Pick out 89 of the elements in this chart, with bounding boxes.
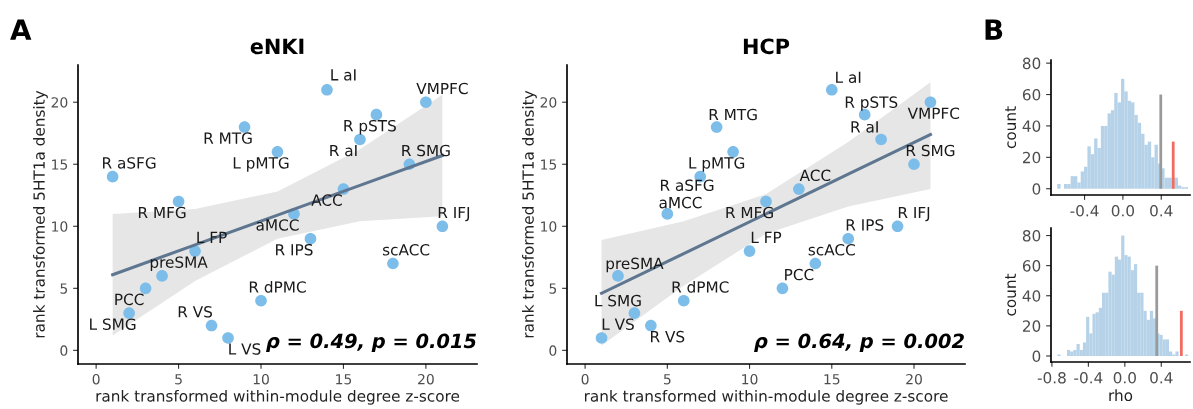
- annotation: L pMTG: [689, 157, 745, 172]
- y-tick-label: 20: [1022, 151, 1041, 164]
- x-tick-label: 5: [663, 374, 671, 385]
- x-tick-label: -0.4: [1074, 371, 1103, 384]
- y-tick-label: 40: [1022, 120, 1041, 132]
- annotation: R aSFG: [103, 157, 156, 169]
- annotation: R IPS: [846, 219, 884, 231]
- annotation: R aI: [851, 121, 878, 133]
- x-tick-label: 0.4: [1150, 204, 1173, 217]
- x-axis-title: rank transformed within-module degree z-score: [96, 389, 460, 405]
- y-tick-label: 0: [1032, 183, 1041, 195]
- annotation: R MTG: [709, 108, 757, 121]
- y-tick-label: 5: [549, 283, 557, 294]
- y-axis-title: rank transformed 5HT1a density: [33, 90, 48, 338]
- y-tick-label: 5: [60, 283, 68, 294]
- x-axis-title: rank transformed within-module degree z-score: [584, 389, 948, 405]
- x-tick-label: 15: [824, 374, 840, 385]
- annotation: R IFJ: [438, 206, 470, 222]
- x-tick-label: 20: [418, 373, 434, 385]
- annotation: L aI: [331, 69, 356, 81]
- y-tick-label: 60: [1022, 260, 1041, 272]
- y-axis-title: count: [1005, 273, 1017, 316]
- x-tick-label: 5: [175, 374, 182, 385]
- y-tick-label: 15: [541, 159, 557, 170]
- x-tick-label: 10: [742, 373, 758, 385]
- y-tick-label: 80: [1022, 57, 1041, 70]
- annotation: L VS: [602, 318, 634, 330]
- annotation: R VS: [651, 330, 685, 343]
- y-axis-title: rank transformed 5HT1a density: [522, 90, 537, 338]
- annotation: scACC: [808, 243, 855, 256]
- x-tick-label: 0.0: [1111, 204, 1135, 217]
- y-tick-label: 0: [549, 345, 557, 356]
- annotation: ACC: [799, 169, 831, 182]
- annotation: R MTG: [204, 132, 252, 144]
- y-tick-label: 10: [52, 221, 68, 232]
- annotation: ρ = 0.64, p = 0.002: [754, 333, 964, 353]
- y-tick-label: 15: [52, 159, 68, 170]
- y-tick-label: 10: [541, 221, 557, 232]
- annotation: R IPS: [276, 243, 313, 256]
- x-tick-label: 0.0: [1113, 371, 1136, 384]
- annotation: R pSTS: [344, 119, 396, 135]
- annotation: R MFG: [138, 206, 186, 219]
- annotation: R IFJ: [898, 206, 930, 222]
- annotation: R dPMC: [249, 280, 306, 293]
- y-tick-label: 20: [540, 97, 557, 108]
- annotation: L FP: [751, 231, 782, 243]
- x-tick-label: 0: [581, 373, 589, 385]
- annotation: aMCC: [659, 196, 702, 209]
- y-tick-label: 80: [1022, 229, 1041, 242]
- annotation: PCC: [785, 268, 814, 281]
- annotation: L SMG: [595, 294, 641, 307]
- text: A: [10, 19, 32, 40]
- annotation: preSMA: [150, 256, 208, 271]
- x-tick-label: -0.4: [1070, 204, 1099, 217]
- annotation: scACC: [382, 243, 430, 256]
- annotation: R aI: [330, 144, 357, 157]
- y-tick-label: 60: [1022, 89, 1041, 101]
- annotation: R VS: [178, 306, 213, 318]
- x-axis-title: rho: [1109, 389, 1133, 402]
- annotation: VMPFC: [416, 82, 468, 95]
- x-tick-label: -0.8: [1037, 371, 1066, 384]
- x-tick-label: 10: [253, 373, 269, 385]
- x-tick-label: 0.4: [1150, 371, 1173, 384]
- y-axis-title: count: [1005, 106, 1017, 149]
- x-tick-label: 0: [92, 373, 100, 385]
- y-tick-label: 0: [1032, 350, 1041, 362]
- annotation: R dPMC: [672, 280, 729, 293]
- annotation: PCC: [115, 293, 144, 306]
- annotation: R SMG: [906, 144, 955, 157]
- x-tick-label: 15: [336, 374, 352, 385]
- y-tick-label: 40: [1022, 290, 1041, 302]
- annotation: VMPFC: [907, 107, 960, 120]
- chart-title: HCP: [743, 38, 790, 55]
- annotation: aMCC: [256, 219, 299, 231]
- text: B: [985, 19, 1003, 40]
- y-tick-label: 0: [60, 345, 68, 356]
- chart-title: eNKI: [250, 38, 304, 55]
- y-tick-label: 20: [1022, 320, 1041, 332]
- y-tick-label: 20: [51, 97, 68, 108]
- annotation: R aSFG: [660, 179, 714, 192]
- annotation: preSMA: [606, 257, 664, 273]
- annotation: L aI: [836, 71, 861, 84]
- x-tick-label: 20: [906, 373, 922, 385]
- annotation: L VS: [229, 343, 261, 355]
- annotation: R SMG: [402, 144, 450, 157]
- annotation: R pSTS: [845, 96, 898, 111]
- annotation: L SMG: [90, 318, 136, 330]
- annotation: ρ = 0.49, p = 0.015: [266, 333, 476, 353]
- annotation: L pMTG: [233, 157, 289, 172]
